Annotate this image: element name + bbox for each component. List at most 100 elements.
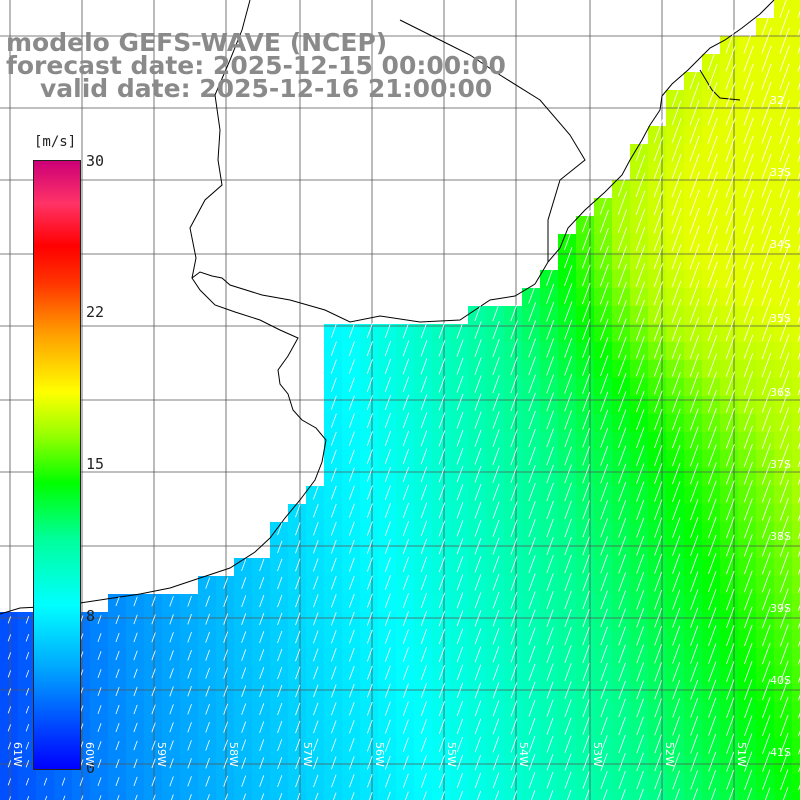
lon-label: 51W (735, 742, 748, 767)
wind-arrow (420, 773, 427, 788)
wind-cell (792, 396, 800, 415)
wind-arrow (402, 647, 409, 662)
wind-arrow (582, 446, 591, 466)
wind-arrow (97, 669, 102, 679)
wind-arrow (492, 483, 500, 501)
wind-arrow (743, 298, 754, 324)
wind-cell (612, 792, 631, 800)
wind-arrow (420, 719, 427, 734)
wind-arrow (528, 735, 536, 753)
wind-arrow (528, 555, 536, 573)
wind-arrow (761, 534, 771, 557)
wind-arrow (725, 316, 736, 342)
wind-arrow (510, 772, 518, 789)
wind-arrow (384, 665, 391, 680)
wind-arrow (564, 699, 572, 717)
wind-arrow (223, 577, 229, 589)
wind-arrow (115, 686, 120, 697)
border-line-2 (399, 19, 586, 262)
wind-arrow (600, 753, 608, 771)
wind-arrow (689, 100, 700, 126)
wind-arrow (205, 595, 210, 607)
lat-label: 35S (770, 312, 791, 325)
wind-arrow (331, 738, 337, 752)
wind-arrow (492, 664, 500, 681)
wind-arrow (618, 536, 627, 556)
wind-arrow (672, 517, 681, 538)
wind-arrow (330, 413, 337, 428)
wind-arrow (259, 576, 265, 590)
wind-arrow (420, 394, 428, 411)
wind-arrow (420, 358, 428, 375)
wind-arrow (582, 409, 591, 430)
wind-arrow (672, 625, 681, 646)
wind-arrow (115, 614, 120, 625)
wind-arrow (779, 81, 790, 108)
wind-arrow (151, 668, 156, 679)
wind-arrow (438, 430, 446, 447)
wind-cell (792, 414, 800, 433)
wind-cell (270, 792, 289, 800)
wind-arrow (492, 302, 500, 322)
wind-arrow (797, 118, 800, 126)
wind-arrow (546, 374, 554, 394)
wind-arrow (241, 649, 247, 661)
wind-arrow (492, 610, 500, 627)
wind-arrow (564, 663, 572, 681)
wind-arrow (692, 788, 698, 800)
wind-arrow (295, 684, 301, 698)
wind-arrow (654, 390, 663, 413)
wind-arrow (635, 281, 645, 305)
wind-arrow (564, 735, 572, 753)
wind-arrow (743, 534, 753, 557)
wind-arrow (761, 370, 772, 396)
wind-arrow (528, 374, 536, 394)
wind-cell (792, 432, 800, 451)
wind-arrow (187, 704, 192, 715)
wind-arrow (546, 645, 554, 663)
wind-cell (54, 792, 73, 800)
wind-arrow (582, 264, 591, 287)
wind-arrow (779, 624, 789, 647)
wind-arrow (528, 446, 536, 466)
wind-arrow (582, 735, 590, 753)
wind-arrow (510, 555, 518, 573)
wind-arrow (636, 716, 644, 736)
wind-arrow (420, 322, 428, 339)
wind-arrow (349, 774, 355, 788)
wind-arrow (330, 341, 337, 356)
wind-arrow (277, 720, 283, 734)
wind-arrow (456, 375, 464, 393)
wind-arrow (456, 592, 464, 609)
wind-arrow (205, 613, 210, 625)
wind-arrow (653, 244, 664, 270)
wind-arrow (636, 390, 645, 413)
wind-arrow (707, 117, 718, 144)
wind-arrow (384, 430, 391, 447)
wind-arrow (635, 226, 646, 252)
wind-arrow (456, 484, 464, 501)
wind-cell (630, 792, 649, 800)
wind-arrow (438, 448, 446, 465)
wind-arrow (348, 521, 355, 536)
wind-arrow (79, 777, 84, 786)
wind-cell (486, 792, 505, 800)
wind-arrow (241, 595, 247, 607)
wind-cell (720, 792, 739, 800)
lat-label: 40S (770, 674, 791, 687)
wind-arrow (402, 322, 410, 339)
wind-arrow (743, 63, 754, 90)
wind-arrow (259, 594, 265, 608)
wind-arrow (707, 225, 718, 252)
wind-arrow (528, 338, 536, 358)
wind-arrow (707, 261, 718, 288)
wind-arrow (779, 45, 790, 72)
wind-arrow (672, 444, 681, 467)
wind-arrow (761, 352, 772, 378)
wind-arrow (546, 753, 554, 771)
wind-arrow (618, 590, 626, 610)
wind-arrow (510, 700, 518, 717)
wind-arrow (313, 576, 319, 590)
wind-cell (36, 792, 55, 800)
